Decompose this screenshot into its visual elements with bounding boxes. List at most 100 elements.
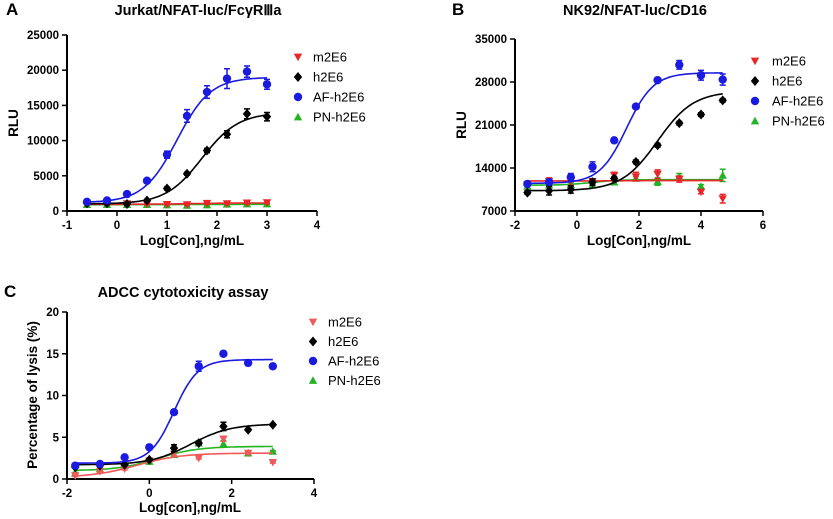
y-tick-label: 7000 <box>481 206 507 218</box>
data-point <box>242 108 252 119</box>
data-point <box>696 188 706 197</box>
legend-label: AF-h2E6 <box>772 94 823 109</box>
data-point <box>696 71 706 80</box>
data-point <box>145 454 154 465</box>
y-tick-label: 21000 <box>475 120 507 132</box>
data-point <box>675 175 684 184</box>
panel-letter: A <box>6 0 18 19</box>
data-point <box>145 443 154 452</box>
x-tick-label: 2 <box>228 488 234 500</box>
x-tick-label: -2 <box>62 488 72 500</box>
x-tick-label: 1 <box>164 220 171 232</box>
data-point <box>122 198 132 209</box>
x-axis-label: Log[Con],ng/mL <box>587 233 691 248</box>
legend-marker <box>750 57 760 66</box>
data-point <box>182 168 192 179</box>
legend-marker <box>308 356 318 366</box>
data-point <box>219 439 228 448</box>
data-point <box>544 177 554 187</box>
y-axis-label: RLU <box>454 111 469 139</box>
data-point <box>718 171 727 179</box>
data-point <box>95 468 105 476</box>
y-tick-label: 5 <box>53 432 60 444</box>
data-point <box>142 176 152 185</box>
legend-label: m2E6 <box>328 315 362 330</box>
panel-b: B NK92/NFAT-luc/CD16 Log[Con],ng/mL RLU -2 0 2… <box>452 0 825 248</box>
y-tick-label: 20000 <box>27 65 59 77</box>
data-point <box>222 200 232 208</box>
data-point <box>696 109 706 120</box>
series-pn-h2e6 <box>523 168 727 190</box>
data-point <box>268 362 278 371</box>
data-point <box>182 111 192 121</box>
x-tick-label: 6 <box>760 220 766 232</box>
chart-title: NK92/NFAT-luc/CD16 <box>563 3 707 19</box>
data-point <box>162 183 172 194</box>
data-point <box>696 182 706 190</box>
data-point <box>219 421 228 432</box>
data-point <box>675 60 684 69</box>
data-point <box>202 87 212 97</box>
data-point <box>566 184 575 195</box>
x-tick-label: 2 <box>214 220 220 232</box>
data-point <box>718 95 727 106</box>
y-tick-label: 10000 <box>27 136 59 148</box>
legend-marker <box>293 53 303 62</box>
legend-label: PN-h2E6 <box>313 110 366 125</box>
x-tick-label: 0 <box>146 488 152 500</box>
data-point <box>95 459 105 469</box>
panel-letter: C <box>4 282 16 301</box>
legend-label: PN-h2E6 <box>328 373 381 388</box>
data-point <box>631 102 641 111</box>
x-tick-label: 0 <box>574 220 580 232</box>
data-point <box>653 75 662 85</box>
data-point <box>222 74 232 83</box>
data-point <box>182 201 192 209</box>
data-point <box>194 454 203 463</box>
y-tick-label: 0 <box>53 474 59 486</box>
series-af-h2e6 <box>71 349 278 470</box>
data-point <box>243 449 253 458</box>
y-tick-label: 10 <box>46 391 59 403</box>
y-tick-label: 25000 <box>27 30 59 42</box>
y-tick-label: 15000 <box>27 100 59 112</box>
legend-label: AF-h2E6 <box>313 90 364 105</box>
legend-label: h2E6 <box>313 70 343 85</box>
legend-label: m2E6 <box>772 54 806 69</box>
chart-title: Jurkat/NFAT-luc/FcγRⅢa <box>115 3 283 19</box>
data-point <box>162 150 172 159</box>
data-point <box>675 118 684 129</box>
x-axis-label: Log[con],ng/mL <box>139 500 241 515</box>
legend-marker <box>750 76 760 86</box>
data-point <box>631 156 641 167</box>
data-point <box>169 408 179 417</box>
data-point <box>120 453 129 462</box>
legend-marker <box>293 72 303 82</box>
data-point <box>631 173 641 181</box>
y-tick-label: 20 <box>46 307 59 319</box>
data-point <box>523 187 532 198</box>
series-af-h2e6 <box>82 65 272 207</box>
data-point <box>544 185 554 196</box>
legend-marker <box>293 112 303 121</box>
x-tick-label: 0 <box>114 220 120 232</box>
data-point <box>262 199 272 207</box>
data-point <box>71 472 80 480</box>
y-tick-label: 35000 <box>475 34 507 46</box>
data-point <box>588 162 597 171</box>
data-point <box>242 199 252 208</box>
x-tick-label: 4 <box>698 220 705 232</box>
series-m2e6 <box>523 169 727 204</box>
data-point <box>610 173 619 184</box>
data-point <box>242 67 252 76</box>
data-point <box>71 461 80 470</box>
data-point <box>588 177 597 188</box>
legend-marker <box>293 92 303 102</box>
fit-curve <box>87 202 268 206</box>
data-point <box>142 195 152 206</box>
x-tick-label: 4 <box>311 488 318 500</box>
x-tick-label: 2 <box>636 220 642 232</box>
data-point <box>243 358 253 368</box>
legend-marker <box>750 96 760 106</box>
